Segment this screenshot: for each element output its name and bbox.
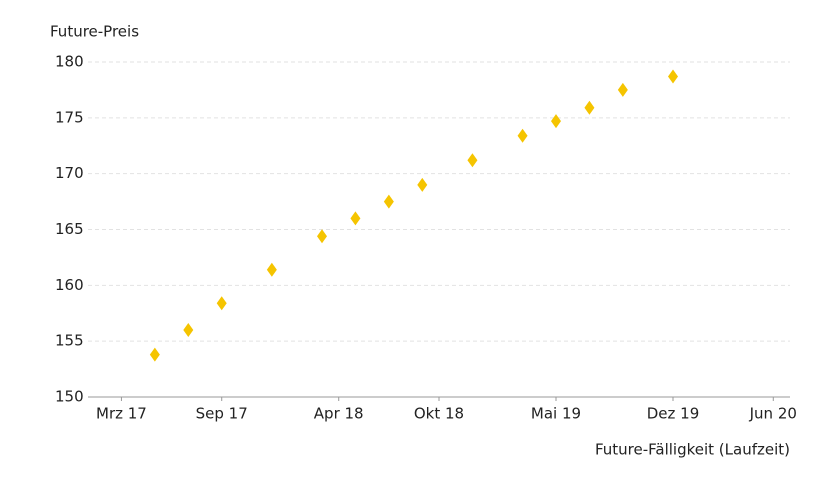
point [584, 100, 595, 115]
x-axis-title: Future-Fälligkeit (Laufzeit) [595, 441, 790, 459]
point [467, 153, 478, 168]
point [668, 69, 678, 84]
y-tick-label: 180 [55, 53, 84, 71]
point [216, 296, 227, 311]
point [417, 177, 428, 192]
x-tick-label: Mai 19 [531, 405, 581, 423]
y-tick-label: 160 [55, 276, 84, 294]
y-tick-label: 155 [55, 332, 84, 350]
y-tick-label: 165 [55, 220, 84, 238]
x-tick-label: Jun 20 [749, 405, 797, 423]
point [350, 211, 361, 226]
point [383, 194, 394, 209]
y-tick-label: 175 [55, 108, 84, 126]
y-axis-title: Future-Preis [50, 23, 139, 41]
y-tick-label: 150 [55, 388, 84, 406]
point [183, 323, 194, 337]
point [517, 128, 528, 143]
x-tick-label: Okt 18 [414, 405, 464, 423]
point [317, 229, 327, 244]
point [149, 347, 160, 362]
x-tick-label: Sep 17 [196, 405, 248, 423]
point [266, 262, 277, 277]
y-tick-label: 170 [55, 164, 84, 182]
x-tick-label: Apr 18 [314, 405, 364, 423]
x-tick-label: Mrz 17 [96, 405, 147, 423]
point [551, 114, 561, 129]
point [617, 82, 628, 97]
x-tick-label: Dez 19 [647, 405, 700, 423]
